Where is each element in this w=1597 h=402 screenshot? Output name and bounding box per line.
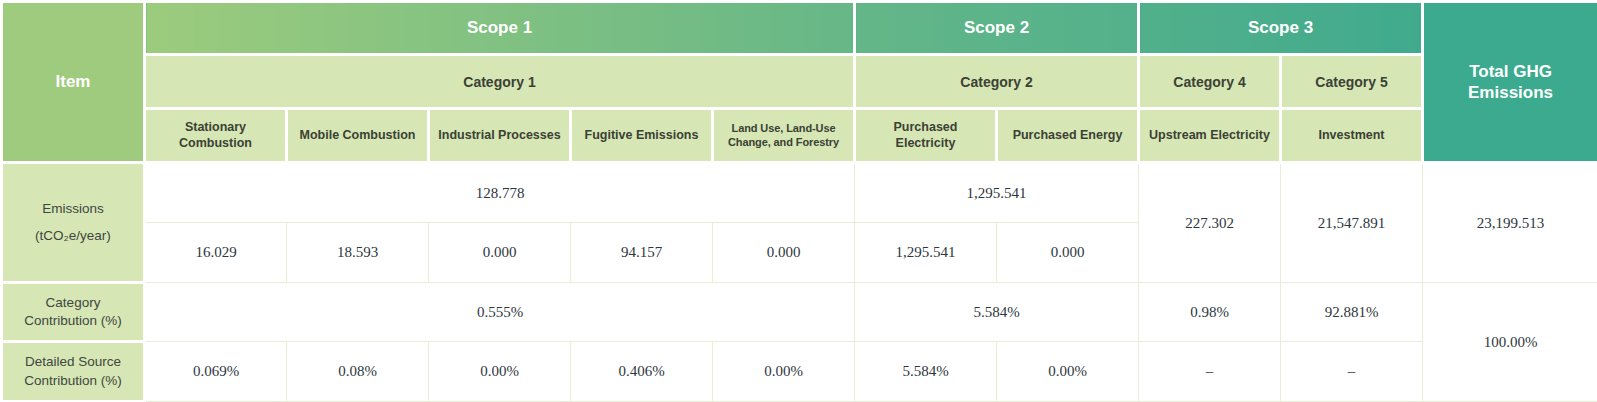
cell-detailed-contribution-industrial-processes: 0.00% <box>429 342 571 402</box>
cell-emissions-category2-total: 1,295.541 <box>855 163 1139 223</box>
col-header-purchased-energy: Purchased Energy <box>997 109 1139 163</box>
cell-emissions-purchased-electricity: 1,295.541 <box>855 223 997 283</box>
cell-detailed-contribution-purchased-electricity: 5.584% <box>855 342 997 402</box>
cell-detailed-contribution-investment: – <box>1281 342 1423 402</box>
scope2-header: Scope 2 <box>855 2 1139 55</box>
cell-detailed-contribution-upstream-electricity: – <box>1139 342 1281 402</box>
cell-emissions-fugitive-emissions: 94.157 <box>571 223 713 283</box>
item-header: Item <box>2 2 145 163</box>
col-header-industrial-processes: Industrial Processes <box>429 109 571 163</box>
cell-category-contribution-category1: 0.555% <box>145 283 855 342</box>
scope1-header: Scope 1 <box>145 2 855 55</box>
category4-header: Category 4 <box>1139 55 1281 109</box>
cell-emissions-category4-total: 227.302 <box>1139 163 1281 283</box>
cell-detailed-contribution-land-use: 0.00% <box>713 342 855 402</box>
cell-category-contribution-category5: 92.881% <box>1281 283 1423 342</box>
total-ghg-header: Total GHG Emissions <box>1423 2 1597 163</box>
cell-emissions-purchased-energy: 0.000 <box>997 223 1139 283</box>
col-header-stationary-combustion: Stationary Combustion <box>145 109 287 163</box>
col-header-investment: Investment <box>1281 109 1423 163</box>
cell-emissions-industrial-processes: 0.000 <box>429 223 571 283</box>
cell-total-ghg-emissions: 23,199.513 <box>1423 163 1597 283</box>
cell-detailed-contribution-mobile-combustion: 0.08% <box>287 342 429 402</box>
cell-detailed-contribution-fugitive-emissions: 0.406% <box>571 342 713 402</box>
col-header-land-use: Land Use, Land-Use Change, and Forestry <box>713 109 855 163</box>
ghg-emissions-table: Item Scope 1 Scope 2 Scope 3 Total GHG E… <box>0 0 1597 402</box>
row-label-detailed-source-contribution: Detailed Source Contribution (%) <box>2 342 145 402</box>
cell-emissions-category5-total: 21,547.891 <box>1281 163 1423 283</box>
col-header-upstream-electricity: Upstream Electricity <box>1139 109 1281 163</box>
row-label-category-contribution: Category Contribution (%) <box>2 283 145 342</box>
row-label-emissions: Emissions (tCO₂e/year) <box>2 163 145 283</box>
col-header-mobile-combustion: Mobile Combustion <box>287 109 429 163</box>
emissions-label: Emissions <box>13 200 133 218</box>
cell-total-contribution: 100.00% <box>1423 283 1597 402</box>
category1-header: Category 1 <box>145 55 855 109</box>
cell-detailed-contribution-stationary-combustion: 0.069% <box>145 342 287 402</box>
cell-emissions-stationary-combustion: 16.029 <box>145 223 287 283</box>
cell-emissions-land-use: 0.000 <box>713 223 855 283</box>
col-header-fugitive-emissions: Fugitive Emissions <box>571 109 713 163</box>
cell-category-contribution-category2: 5.584% <box>855 283 1139 342</box>
cell-emissions-category1-total: 128.778 <box>145 163 855 223</box>
cell-emissions-mobile-combustion: 18.593 <box>287 223 429 283</box>
cell-detailed-contribution-purchased-energy: 0.00% <box>997 342 1139 402</box>
cell-category-contribution-category4: 0.98% <box>1139 283 1281 342</box>
category2-header: Category 2 <box>855 55 1139 109</box>
scope3-header: Scope 3 <box>1139 2 1423 55</box>
emissions-unit: (tCO₂e/year) <box>13 227 133 245</box>
col-header-purchased-electricity: Purchased Electricity <box>855 109 997 163</box>
category5-header: Category 5 <box>1281 55 1423 109</box>
